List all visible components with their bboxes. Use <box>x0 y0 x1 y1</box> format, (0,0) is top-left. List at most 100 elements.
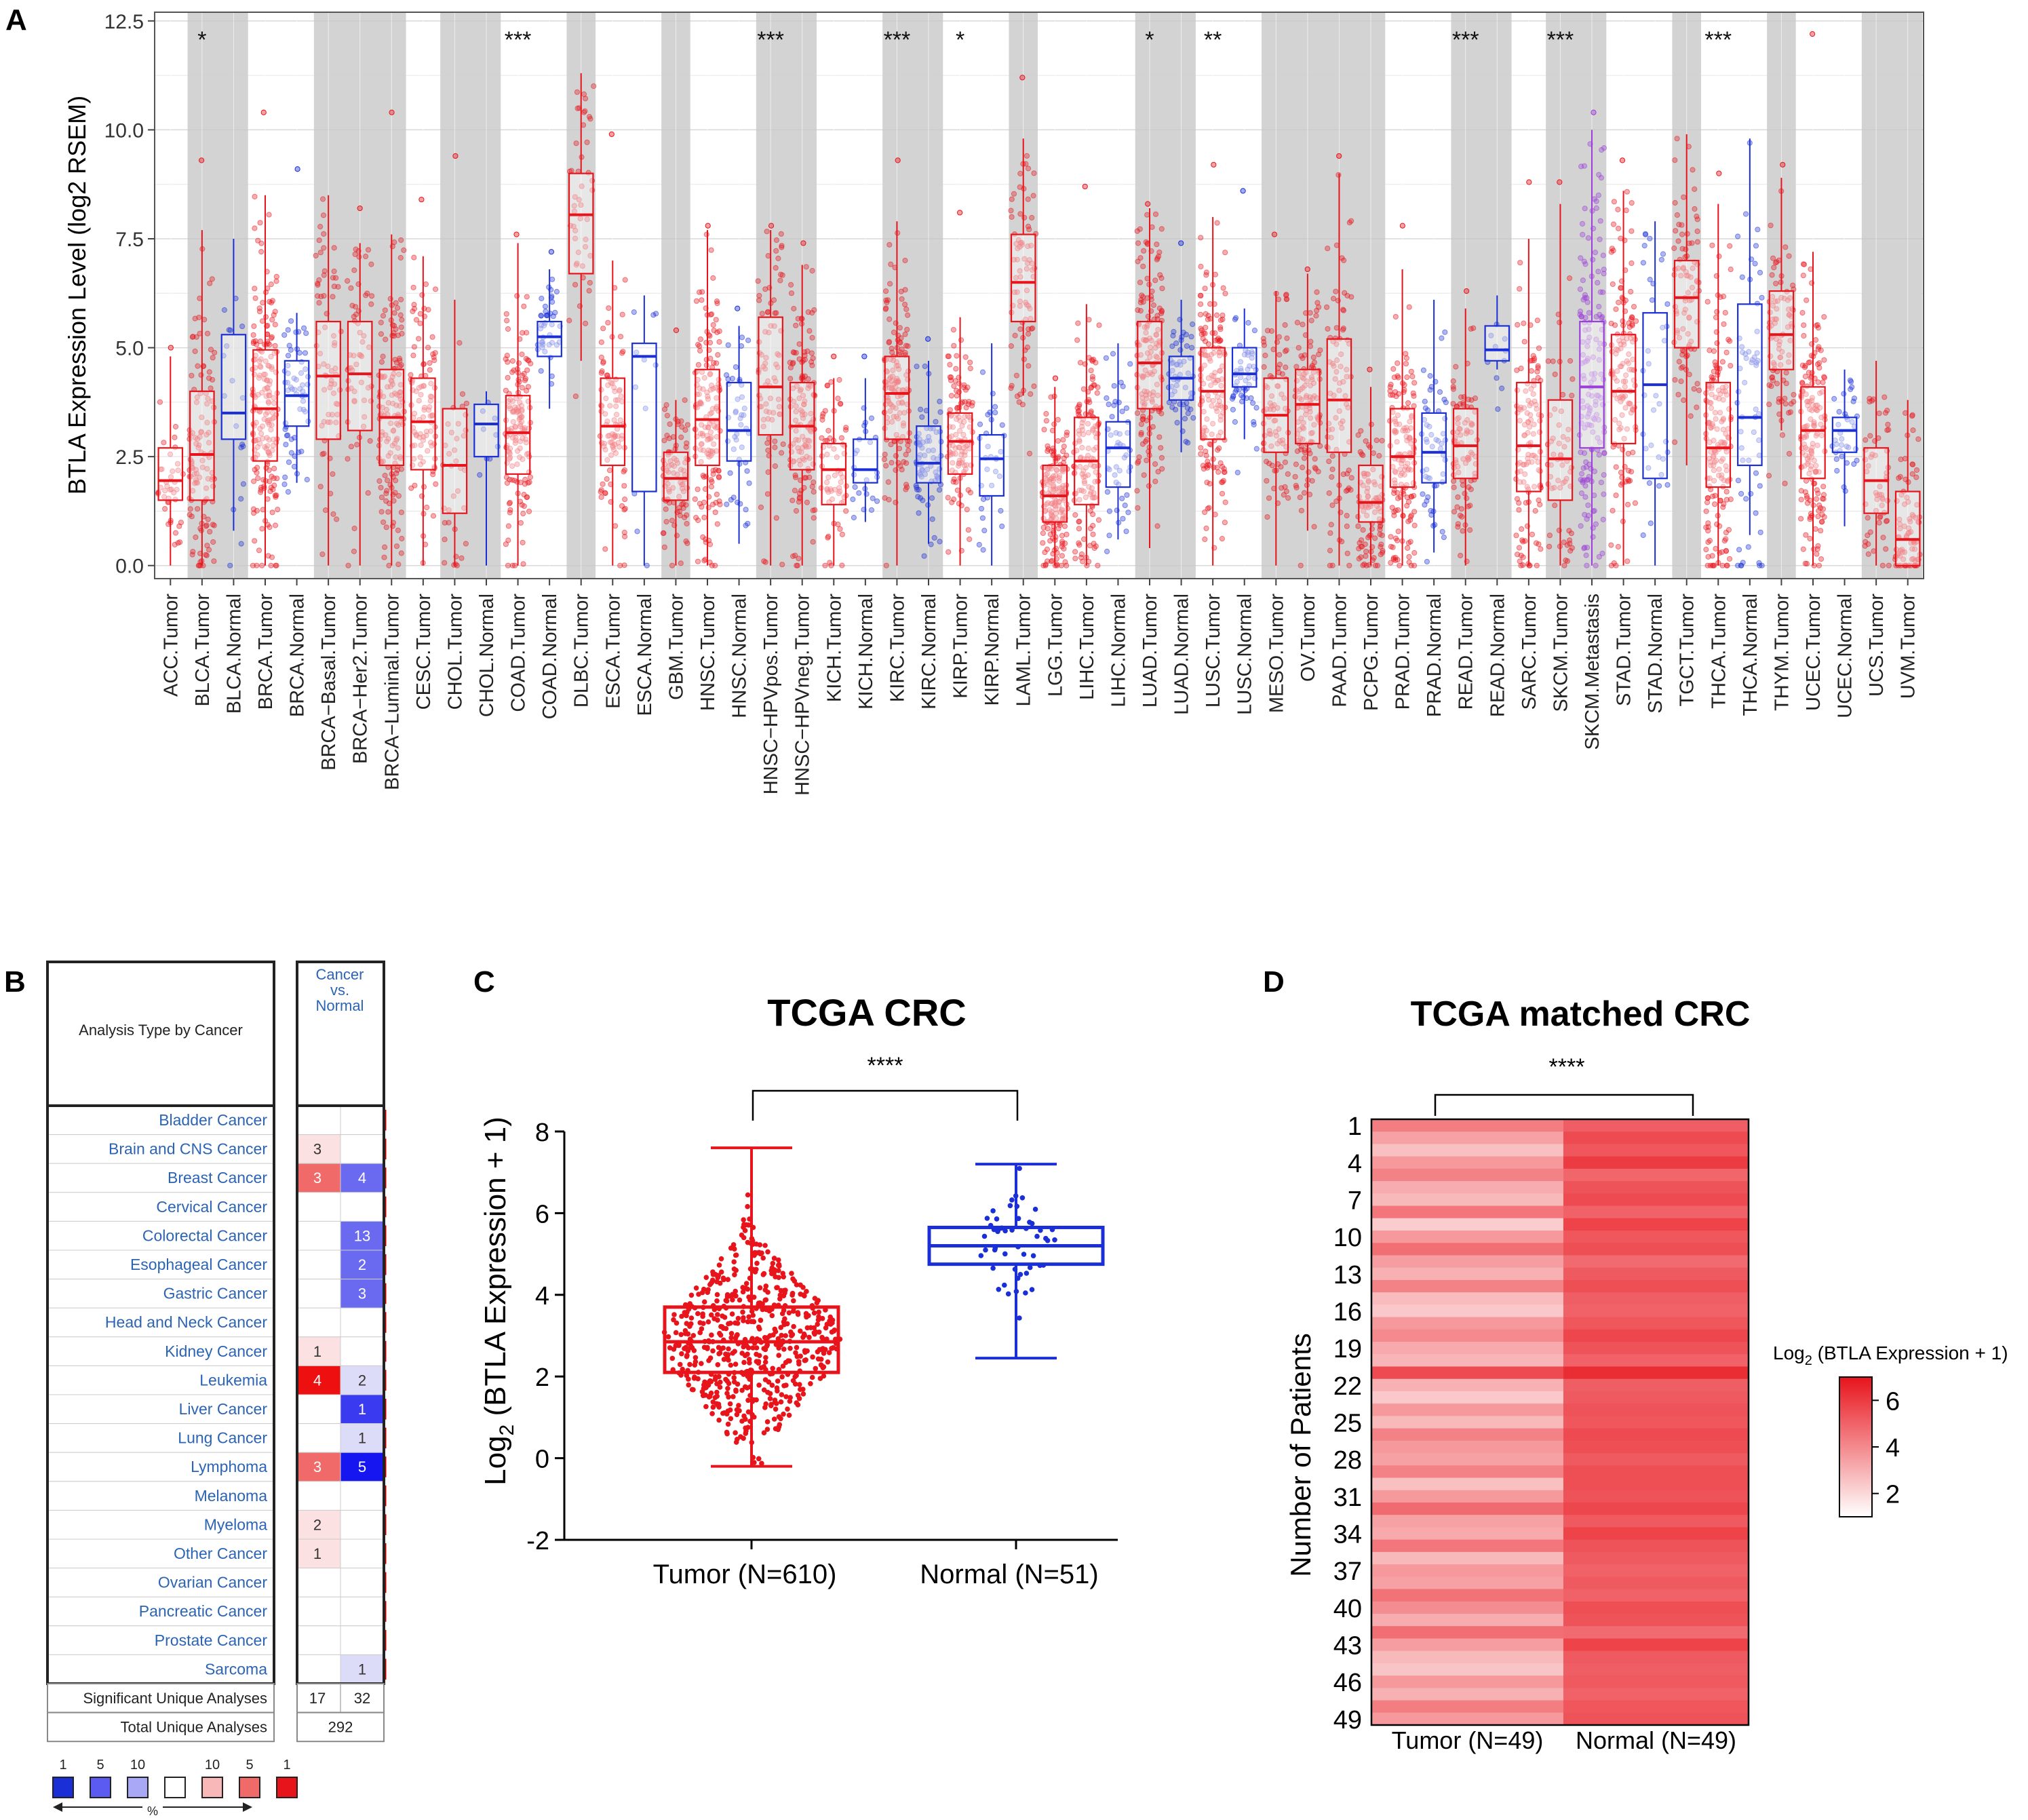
data-point <box>1722 309 1728 316</box>
data-point <box>1567 541 1573 547</box>
outlier-point <box>768 222 775 229</box>
data-point <box>167 451 174 457</box>
data-point <box>920 497 926 503</box>
data-point <box>391 239 397 246</box>
data-point <box>238 541 244 547</box>
data-point <box>1451 509 1458 515</box>
data-point <box>1407 539 1413 545</box>
data-point <box>1184 400 1190 406</box>
data-point <box>304 476 310 483</box>
data-point <box>893 452 899 459</box>
data-point <box>1694 228 1700 235</box>
data-point <box>888 261 894 267</box>
data-point <box>1647 235 1653 241</box>
data-point <box>693 298 700 304</box>
data-point <box>1582 494 1588 500</box>
data-point <box>707 560 713 566</box>
data-point <box>1076 526 1083 532</box>
data-point <box>273 492 279 499</box>
data-point <box>710 322 716 328</box>
data-point <box>1411 380 1418 386</box>
data-point <box>1616 299 1622 305</box>
data-point <box>838 401 844 407</box>
data-point <box>714 521 720 527</box>
data-point <box>903 460 910 466</box>
data-point <box>1202 536 1208 543</box>
data-point <box>365 490 371 496</box>
data-point <box>896 446 903 452</box>
data-point <box>967 536 973 543</box>
data-point <box>1373 438 1380 444</box>
data-point <box>345 456 351 462</box>
data-point <box>1215 447 1221 453</box>
data-point <box>1198 292 1204 298</box>
data-point <box>883 288 889 294</box>
data-point <box>606 305 612 311</box>
data-point <box>703 362 709 368</box>
data-point <box>269 509 275 516</box>
data-point <box>229 378 235 384</box>
data-point <box>1059 539 1066 545</box>
data-point <box>1283 364 1289 370</box>
data-point <box>1595 279 1601 286</box>
data-point <box>392 357 398 363</box>
data-point <box>281 332 288 338</box>
data-point <box>316 277 322 283</box>
panel-a: A * *** *** *** * * ** *** *** *** 0.02.55.07.510… <box>5 3 1924 796</box>
data-point <box>852 484 858 490</box>
data-point <box>1342 290 1348 296</box>
data-point <box>961 382 967 388</box>
data-point <box>682 427 688 433</box>
data-point <box>1127 361 1133 367</box>
data-point <box>1076 519 1082 525</box>
outlier-point <box>389 109 395 115</box>
data-point <box>1242 387 1248 393</box>
data-point <box>1043 418 1050 424</box>
data-point <box>1219 490 1226 497</box>
box-iqr <box>473 403 499 458</box>
data-point <box>1403 355 1409 362</box>
outlier-point <box>357 205 363 212</box>
data-point <box>1301 490 1308 496</box>
data-point <box>1298 562 1304 568</box>
data-point <box>1250 400 1256 406</box>
data-point <box>393 478 399 484</box>
data-point <box>322 507 329 514</box>
data-point <box>1678 365 1684 371</box>
data-point <box>1704 495 1711 501</box>
data-point <box>954 353 960 359</box>
data-point <box>205 516 211 522</box>
data-point <box>1712 359 1718 366</box>
data-point <box>463 541 469 547</box>
data-point <box>1411 403 1417 409</box>
box-iqr <box>1389 408 1416 488</box>
box-iqr <box>315 320 341 440</box>
data-point <box>399 317 405 323</box>
data-point <box>519 372 525 379</box>
data-point <box>1120 383 1126 389</box>
data-point <box>1704 298 1711 305</box>
data-point <box>1344 487 1351 493</box>
box-iqr <box>1579 320 1605 449</box>
data-point <box>1340 471 1346 478</box>
data-point <box>1395 360 1401 366</box>
data-point <box>820 411 826 417</box>
data-point <box>1120 516 1126 522</box>
data-point <box>1450 378 1456 385</box>
box-iqr <box>347 320 373 431</box>
data-point <box>1467 527 1473 533</box>
data-point <box>1721 321 1727 327</box>
data-point <box>1630 449 1636 456</box>
data-point <box>1422 405 1428 411</box>
data-point <box>1388 543 1394 549</box>
data-point <box>1205 313 1211 319</box>
data-point <box>882 451 888 458</box>
data-point <box>707 355 714 362</box>
data-point <box>837 526 843 533</box>
data-point <box>503 311 509 317</box>
data-point <box>1251 328 1258 334</box>
data-point <box>1008 208 1014 214</box>
data-point <box>275 507 281 513</box>
data-point <box>1711 348 1717 354</box>
data-point <box>1344 513 1350 519</box>
